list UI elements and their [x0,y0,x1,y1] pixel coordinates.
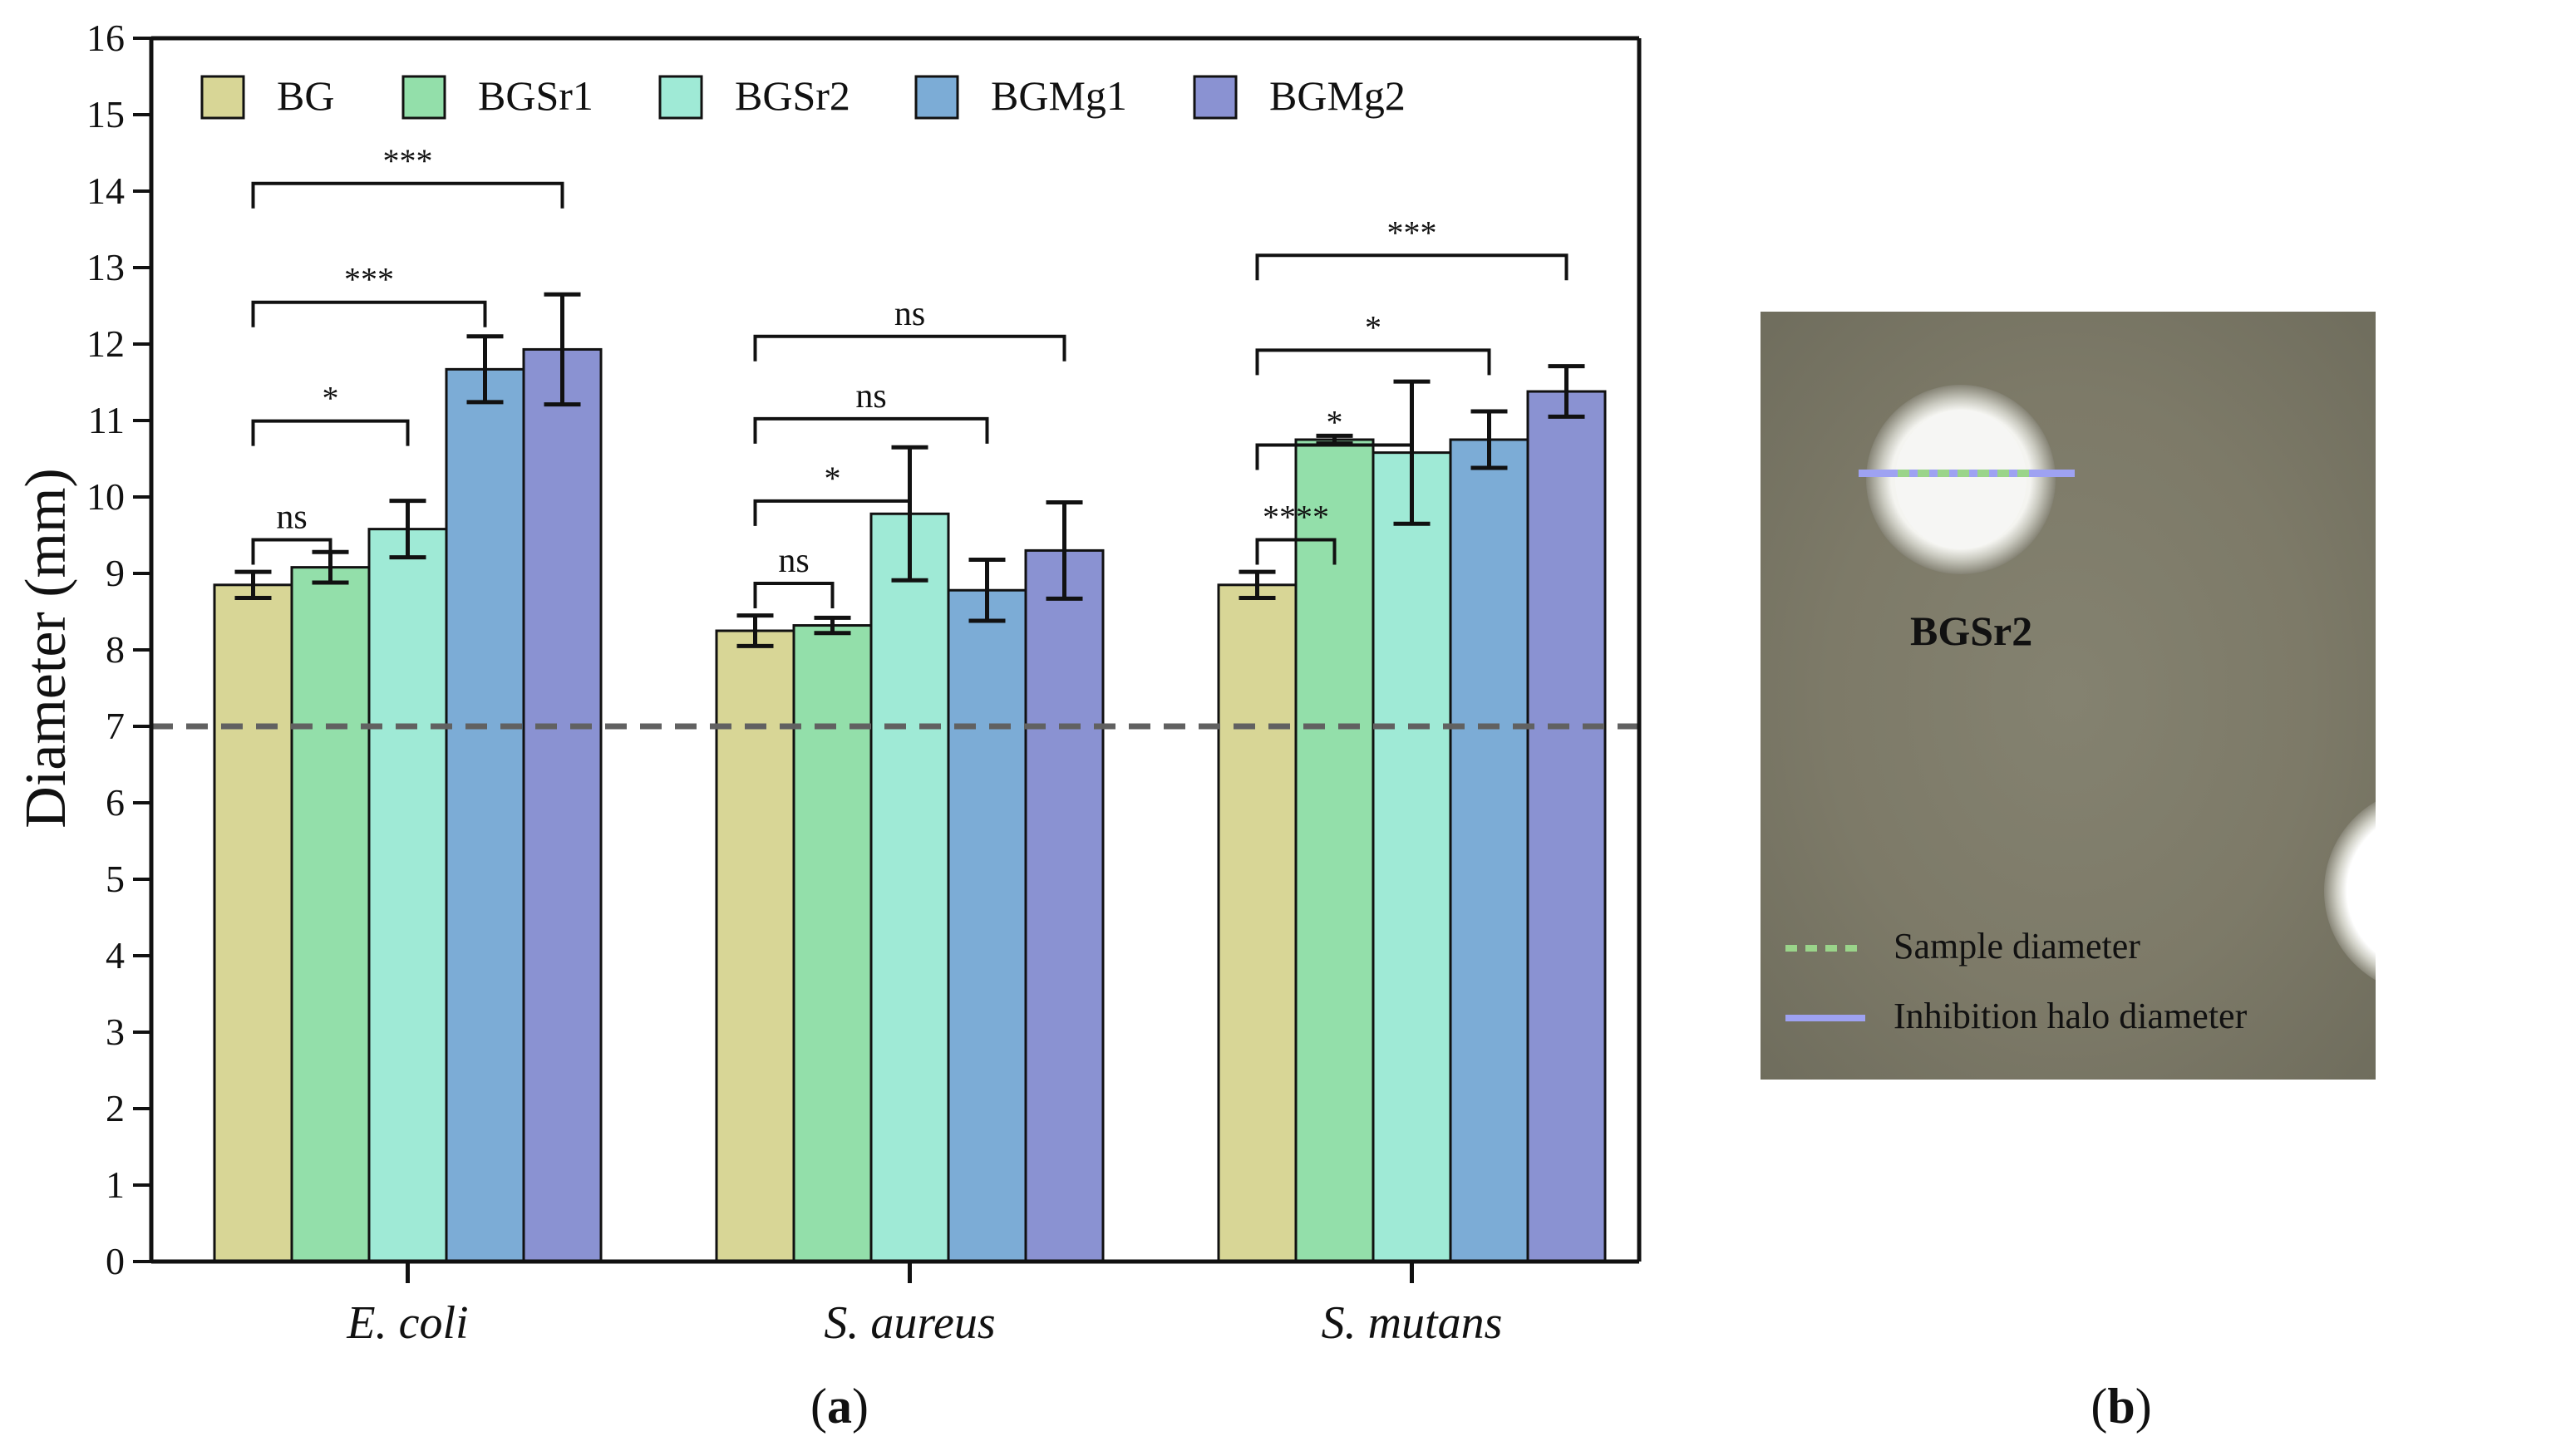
bar-BGSr2-1 [869,512,950,1263]
bar-BGMg2-0 [522,347,603,1263]
y-axis-title: Diameter (mm) [14,468,78,828]
sample-label-bgsr2: BGSr2 [1910,607,2033,654]
legend-sample-diameter: Sample diameter [1894,926,2140,967]
significance-label-6: ns [855,377,886,416]
legend-label-BGMg1: BGMg1 [991,72,1127,119]
y-tick-label-6: 6 [106,781,125,824]
panel-a-label: (a) [810,1379,869,1434]
significance-label-8: **** [1263,499,1329,536]
legend-swatch-BG [200,75,245,120]
legend-sample-line [1785,945,1865,952]
bar-BGSr1-1 [792,624,873,1263]
significance-label-11: *** [1387,214,1437,251]
significance-label-3: *** [383,142,433,180]
bar-BGMg2-1 [1024,548,1105,1263]
significance-bracket-2 [251,300,487,327]
legend-label-BGMg2: BGMg2 [1269,72,1406,119]
significance-label-4: ns [778,542,809,580]
significance-label-7: ns [894,295,925,333]
significance-label-9: * [1327,403,1343,440]
y-tick-label-7: 7 [106,705,125,747]
sample-diameter-line [1898,470,2031,477]
significance-bracket-9 [1255,443,1414,470]
significance-label-5: * [825,460,841,497]
legend-inhibition-halo-diameter: Inhibition halo diameter [1894,996,2248,1036]
y-tick-label-2: 2 [106,1087,125,1129]
significance-bracket-0 [251,538,332,565]
x-tick-label-1: S. aureus [824,1297,995,1349]
significance-bracket-10 [1255,348,1491,376]
bar-BGSr2-0 [367,528,448,1263]
panel-b-label: (b) [2091,1379,2151,1434]
significance-label-1: * [323,380,339,417]
panel-a-letter: a [827,1379,852,1434]
y-tick-label-12: 12 [86,322,125,365]
legend-swatch-BGSr1 [401,75,446,120]
x-tick-label-2: S. mutans [1322,1297,1503,1349]
bar-BGSr2-2 [1372,451,1452,1263]
significance-bracket-3 [251,181,564,209]
legend-swatch-BGSr2 [658,75,703,120]
legend-label-BGSr2: BGSr2 [735,72,850,119]
bar-BGSr1-0 [290,566,371,1263]
bar-BGMg1-0 [445,367,525,1263]
legend-layer: BG BGSr1 BGSr2 BGMg1 BGMg2 [200,72,1406,120]
significance-label-2: *** [344,261,394,298]
significance-bracket-7 [753,334,1066,362]
y-tick-label-8: 8 [106,628,125,671]
panel-b-close-paren: ) [2135,1379,2152,1434]
panel-a-close-paren: ) [852,1379,869,1434]
y-tick-label-4: 4 [106,934,125,976]
panel-a-open-paren: ( [810,1379,827,1434]
legend-swatch-BGMg2 [1193,75,1238,120]
significance-bracket-11 [1255,253,1569,281]
significance-bracket-5 [753,499,912,526]
significance-bracket-4 [753,581,835,608]
y-tick-label-15: 15 [86,93,125,135]
y-tick-label-9: 9 [106,552,125,594]
significance-label-10: * [1365,308,1381,346]
panel-b-letter: b [2107,1379,2135,1434]
significance-label-0: ns [276,499,307,537]
bar-BGMg1-1 [947,588,1027,1263]
legend-halo-line [1785,1015,1865,1021]
y-tick-label-16: 16 [86,17,125,59]
y-tick-label-0: 0 [106,1240,125,1282]
bars-layer [213,292,1607,1263]
bar-BG-2 [1217,583,1298,1263]
y-tick-label-14: 14 [86,170,125,212]
legend-swatch-BGMg1 [914,75,959,120]
legend-label-BGSr1: BGSr1 [478,72,593,119]
significance-bracket-6 [753,416,989,444]
sample-disk-top [1895,410,2027,549]
bar-BGMg1-2 [1449,438,1529,1263]
y-tick-label-10: 10 [86,475,125,518]
x-tick-label-0: E. coli [346,1297,468,1349]
bar-BGMg2-2 [1526,390,1607,1263]
halo-well-bottom [2324,788,2376,994]
significance-bracket-8 [1255,538,1337,565]
panel-b-open-paren: ( [2091,1379,2107,1434]
legend-label-BG: BG [277,72,334,119]
bar-BG-0 [213,583,293,1263]
y-tick-label-3: 3 [106,1011,125,1053]
significance-bracket-1 [251,419,410,446]
y-tick-label-5: 5 [106,858,125,900]
y-tick-label-1: 1 [106,1163,125,1206]
agar-plate-photo: BGSr2 BG Sample diameter Inhibition halo… [1761,312,2376,1080]
y-tick-label-13: 13 [86,246,125,288]
y-tick-label-11: 11 [88,399,125,441]
